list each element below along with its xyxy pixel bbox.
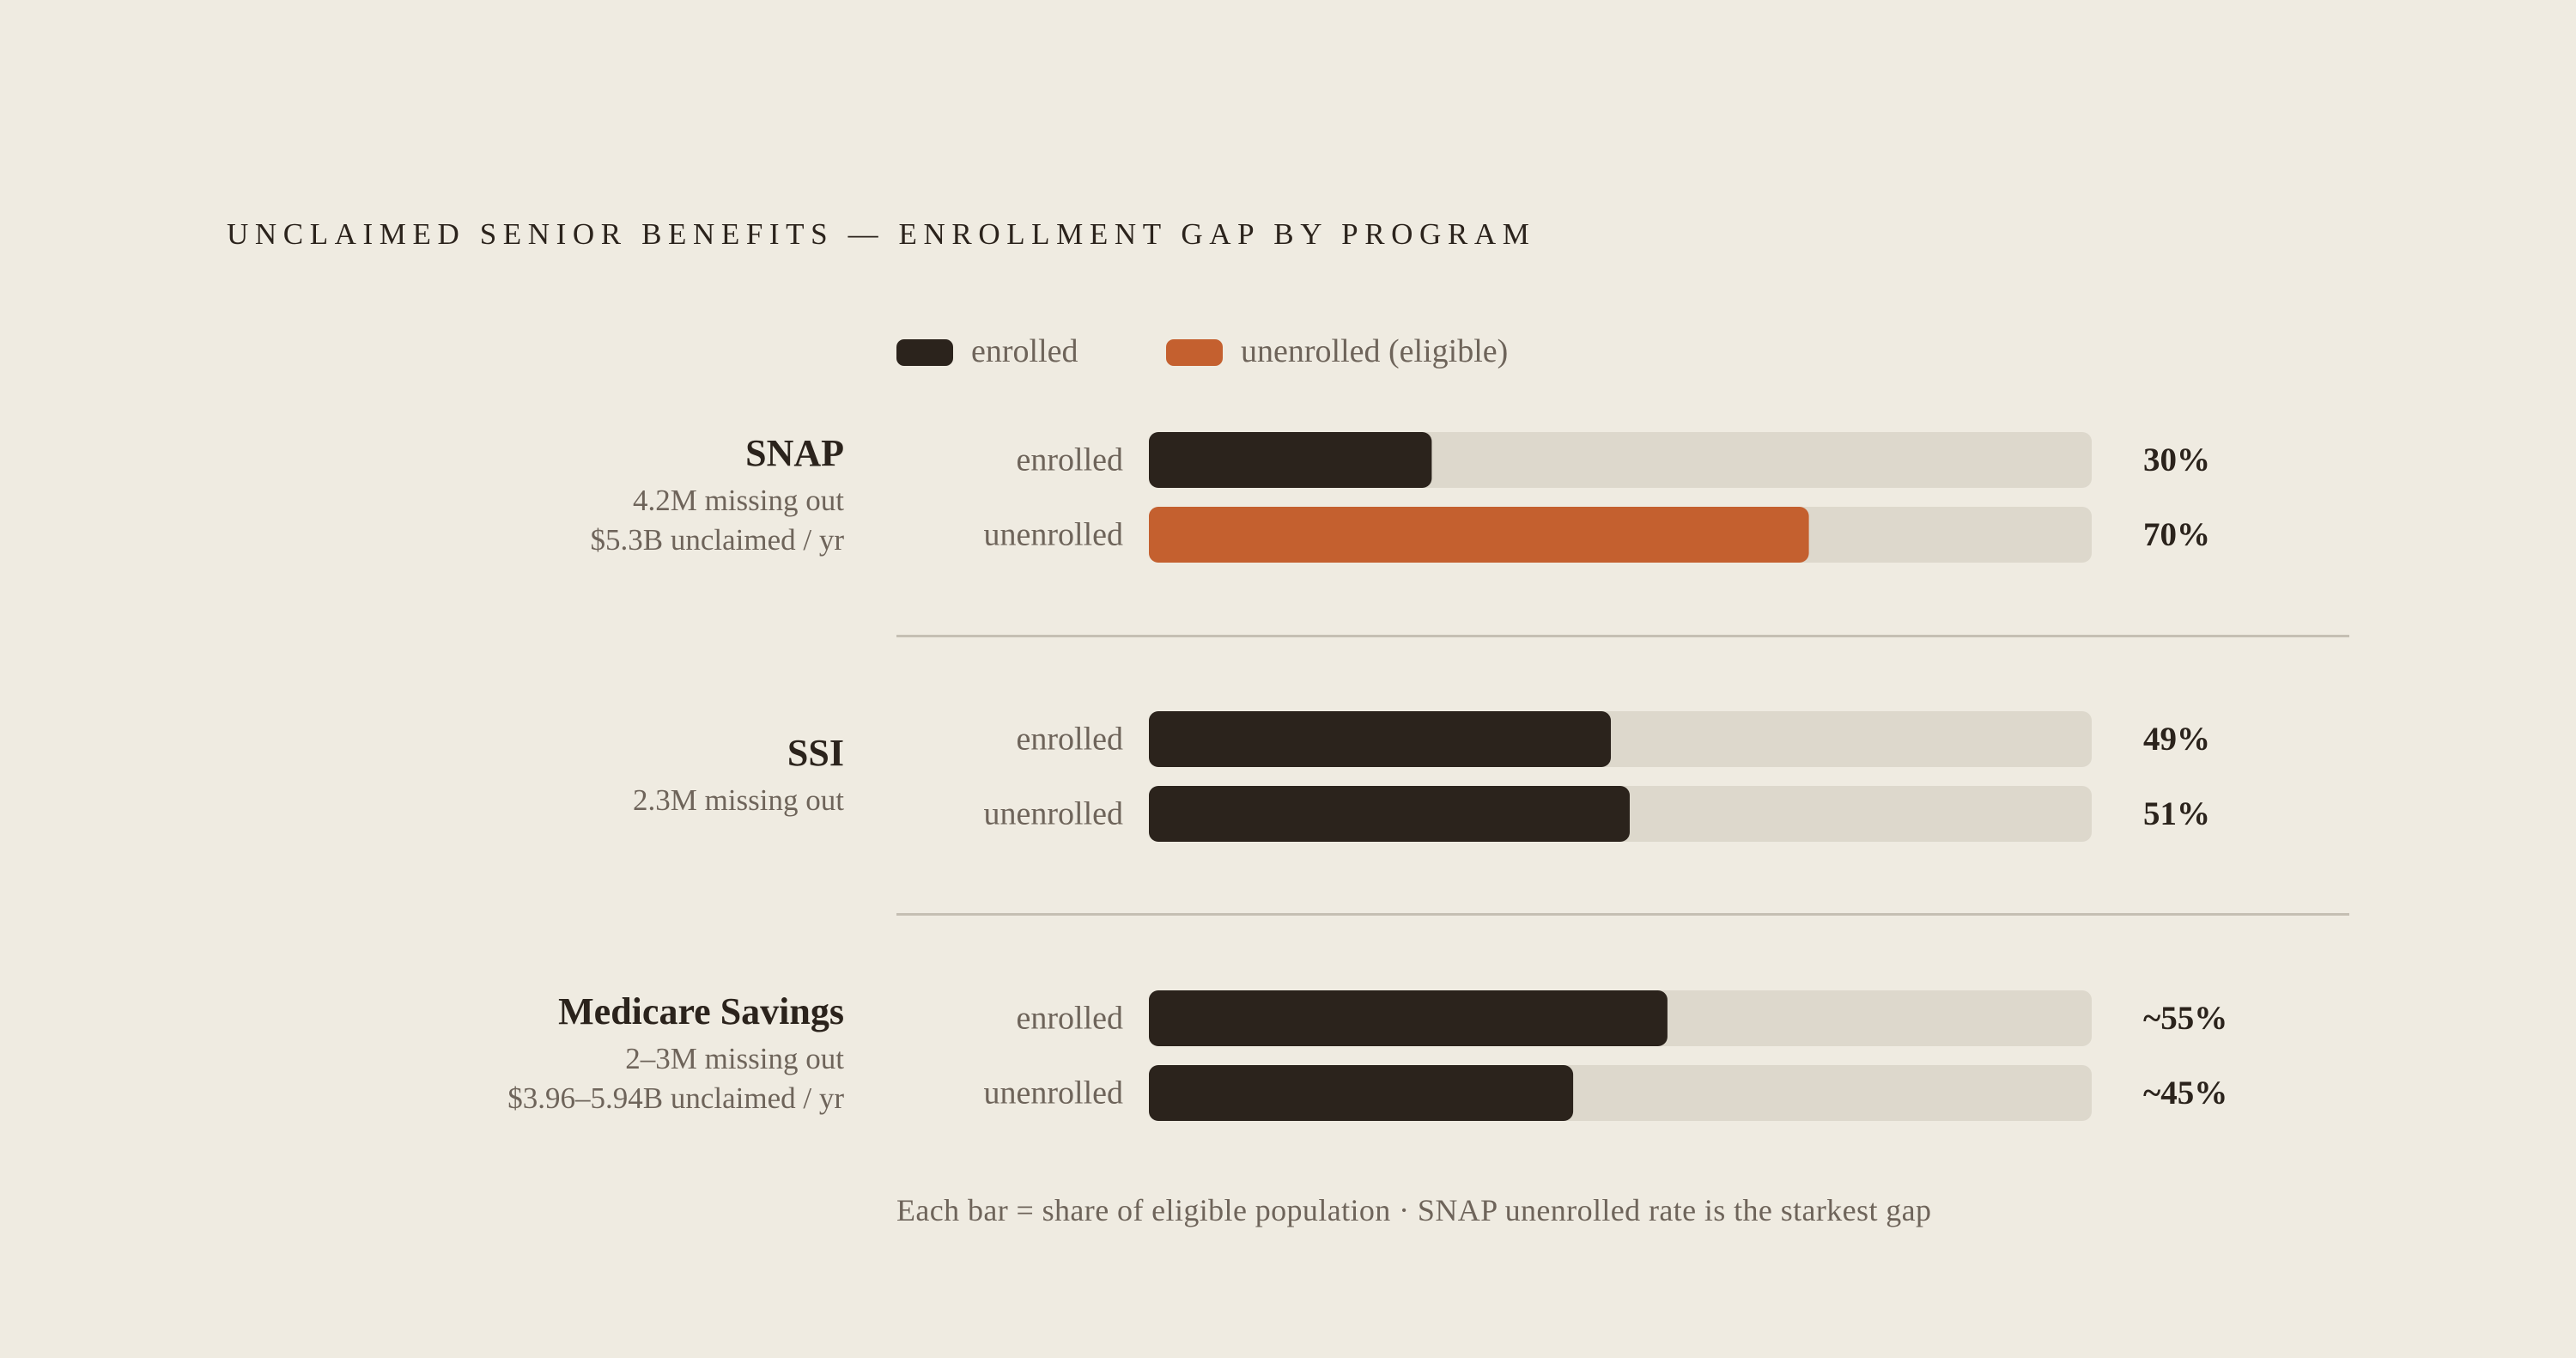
bar-snap-unenrolled: [1149, 507, 1809, 563]
legend-swatch-enrolled: [896, 339, 953, 366]
bar-label-ssi-enrolled: enrolled: [1016, 722, 1123, 758]
bar-label-snap-unenrolled: unenrolled: [983, 517, 1123, 553]
bar-label-medicare-savings-unenrolled: unenrolled: [983, 1075, 1123, 1111]
program-detail-medicare-missing: 2–3M missing out: [625, 1042, 844, 1075]
bar-medicare-savings-unenrolled: [1149, 1065, 1574, 1121]
group-divider: [896, 635, 2349, 637]
value-label-snap-unenrolled: 70%: [2143, 516, 2210, 553]
bar-snap-enrolled: [1149, 432, 1432, 488]
legend-swatch-unenrolled: [1166, 339, 1223, 366]
value-label-snap-enrolled: 30%: [2143, 442, 2210, 478]
value-label-medicare-savings-enrolled: ~55%: [2143, 1000, 2227, 1037]
program-detail-snap-unclaimed: $5.3B unclaimed / yr: [590, 523, 844, 557]
bar-medicare-savings-enrolled: [1149, 990, 1668, 1046]
program-name-ssi: SSI: [787, 732, 844, 774]
program-name-medicare-savings: Medicare Savings: [558, 990, 844, 1032]
chart-title: UNCLAIMED SENIOR BENEFITS — ENROLLMENT G…: [227, 217, 1536, 251]
program-detail-medicare-unclaimed: $3.96–5.94B unclaimed / yr: [507, 1081, 844, 1115]
program-detail-ssi-missing: 2.3M missing out: [632, 783, 844, 817]
value-label-ssi-unenrolled: 51%: [2143, 795, 2210, 832]
group-divider: [896, 913, 2349, 916]
bar-label-medicare-savings-enrolled: enrolled: [1016, 1001, 1123, 1037]
program-name-snap: SNAP: [745, 432, 844, 474]
chart-footnote: Each bar = share of eligible population …: [896, 1193, 1932, 1227]
bar-ssi-unenrolled: [1149, 786, 1630, 842]
legend-label-enrolled: enrolled: [971, 333, 1078, 369]
bar-label-snap-enrolled: enrolled: [1016, 442, 1123, 478]
value-label-ssi-enrolled: 49%: [2143, 721, 2210, 758]
value-label-medicare-savings-unenrolled: ~45%: [2143, 1075, 2227, 1111]
bar-label-ssi-unenrolled: unenrolled: [983, 796, 1123, 832]
bar-ssi-enrolled: [1149, 711, 1612, 767]
program-detail-snap-missing: 4.2M missing out: [632, 484, 844, 517]
legend-label-unenrolled: unenrolled (eligible): [1241, 333, 1509, 369]
